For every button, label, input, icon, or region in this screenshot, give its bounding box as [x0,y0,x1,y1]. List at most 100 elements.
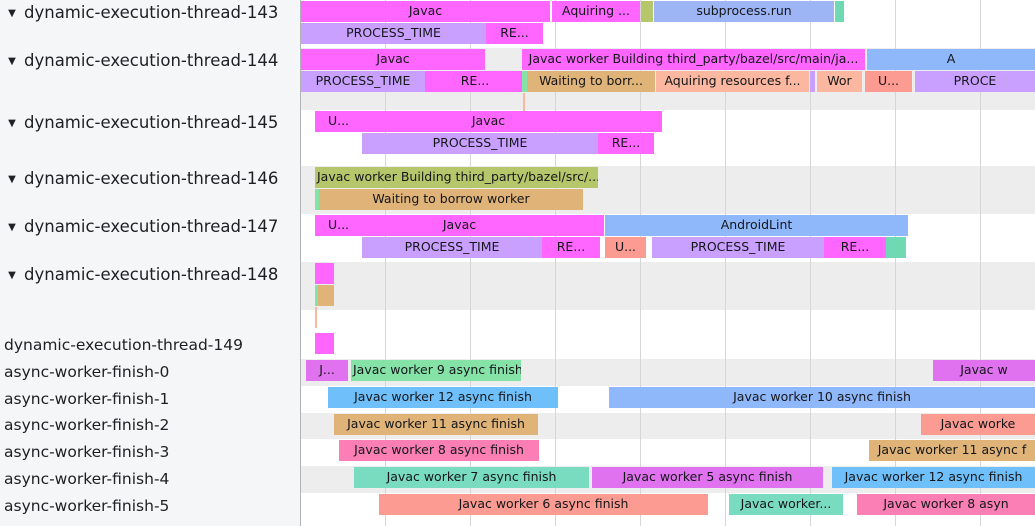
timeline-slice[interactable]: PROCE [915,71,1035,92]
slice-label: PROCESS_TIME [346,27,441,40]
timeline-slice[interactable]: J... [306,360,348,381]
slice-label: Javac worker... [740,498,832,511]
slice-label: Waiting to borr... [539,75,643,88]
timeline-slice[interactable] [810,71,815,92]
timeline-slice[interactable]: Javac worker... [729,494,843,515]
timeline-slice[interactable] [835,1,844,22]
chevron-down-icon[interactable]: ▼ [8,269,16,281]
timeline-slice[interactable]: Javac [301,49,485,70]
slice-label: U... [327,115,350,128]
timeline-slice[interactable] [886,237,906,258]
timeline-slice[interactable]: Javac worker 12 async finish [328,387,558,408]
timeline-slice[interactable]: Javac [301,1,550,22]
chevron-down-icon[interactable]: ▼ [8,117,16,129]
timeline-slice[interactable]: RE... [598,133,654,154]
timeline-slice[interactable]: Javac worker 12 async finish [832,467,1035,488]
chevron-down-icon[interactable]: ▼ [8,221,16,233]
timeline-slice[interactable]: Javac worker Building third_party/bazel/… [522,49,865,70]
slice-label: Javac [442,219,477,232]
timeline-slice[interactable]: AndroidLint [605,215,908,236]
track-label-async-worker-finish-2[interactable]: async-worker-finish-2 [0,413,300,439]
track-label-async-worker-finish-4[interactable]: async-worker-finish-4 [0,466,300,493]
timeline-slice[interactable]: Javac worke [921,414,1035,435]
timeline-slice[interactable]: Javac worker Building third_party/bazel/… [315,167,598,188]
track-label-dynamic-execution-thread-145[interactable]: ▼ dynamic-execution-thread-145 [0,110,300,137]
slice-label: Javac worker 5 async finish [622,471,793,484]
timeline-slice[interactable]: Javac worker 7 async finish [354,467,589,488]
timeline-slice[interactable] [315,263,334,284]
timeline-slice[interactable]: PROCESS_TIME [301,23,486,44]
timeline-slice[interactable]: Javac worker 9 async finish [351,360,521,381]
timeline-slice[interactable]: Javac [315,111,662,132]
track-label-dynamic-execution-thread-146[interactable]: ▼ dynamic-execution-thread-146 [0,166,300,193]
chevron-down-icon[interactable]: ▼ [8,55,16,67]
slice-label: RE... [556,241,586,254]
timeline-slice[interactable] [315,307,317,328]
timeline-slice[interactable] [315,333,334,354]
timeline-slice[interactable]: Javac worker 10 async finish [609,387,1035,408]
track-name-text: dynamic-execution-thread-146 [24,169,279,189]
timeline-slice[interactable]: Waiting to borr... [527,71,655,92]
timeline-slice[interactable]: Javac worker 8 async finish [339,440,539,461]
track-label-dynamic-execution-thread-147[interactable]: ▼ dynamic-execution-thread-147 [0,214,300,241]
track-label-async-worker-finish-5[interactable]: async-worker-finish-5 [0,493,300,520]
timeline-slice[interactable] [315,189,319,210]
timeline-slice[interactable]: PROCESS_TIME [301,71,425,92]
timeline-slice[interactable]: RE... [542,237,600,258]
timeline-slice[interactable]: PROCESS_TIME [652,237,824,258]
slice-label: PROCE [953,75,997,88]
timeline-slice[interactable] [641,1,653,22]
timeline-slice[interactable]: Javac worker 11 async finish [334,414,538,435]
slice-label: A [946,53,956,66]
chevron-down-icon[interactable]: ▼ [8,7,16,19]
slice-label: RE... [840,241,870,254]
timeline-slice[interactable]: U... [315,111,362,132]
track-name-text: dynamic-execution-thread-144 [24,51,279,71]
timeline-slice[interactable]: A [867,49,1035,70]
track-name-text: async-worker-finish-3 [4,442,170,461]
track-name-text: async-worker-finish-4 [4,469,170,488]
timeline-slice[interactable]: Javac worker 6 async finish [379,494,708,515]
track-name-text: dynamic-execution-thread-149 [4,335,243,354]
slice-label: Javac [408,5,443,18]
timeline-slice[interactable] [318,285,334,306]
timeline-slice[interactable] [315,285,318,306]
timeline-slice[interactable]: PROCESS_TIME [362,237,542,258]
timeline-slice[interactable]: RE... [425,71,525,92]
track-label-dynamic-execution-thread-144[interactable]: ▼ dynamic-execution-thread-144 [0,48,300,75]
timeline-slice[interactable] [522,71,527,92]
track-label-async-worker-finish-0[interactable]: async-worker-finish-0 [0,359,300,386]
timeline-slice[interactable]: PROCESS_TIME [362,133,598,154]
timeline-slice[interactable]: Javac w [933,360,1035,381]
row-band [301,262,1035,310]
timeline-slice[interactable]: Javac [315,215,604,236]
timeline-slice[interactable]: Wor [817,71,862,92]
track-label-dynamic-execution-thread-143[interactable]: ▼ dynamic-execution-thread-143 [0,0,300,27]
timeline-slice[interactable]: U... [605,237,646,258]
track-label-async-worker-finish-3[interactable]: async-worker-finish-3 [0,439,300,466]
timeline-slice[interactable]: subprocess.run [654,1,834,22]
timeline-canvas[interactable]: Javac Aquiring ... subprocess.run PROCESS_T… [301,0,1035,526]
timeline-slice[interactable]: Waiting to borrow worker [319,189,583,210]
timeline-slice[interactable]: RE... [486,23,543,44]
slice-label: Javac worker 8 asyn [883,498,1009,511]
timeline-slice[interactable]: Aquiring ... [552,1,640,22]
timeline-slice[interactable] [523,93,525,114]
slice-label: Javac worker 12 async finish [354,391,532,404]
timeline-slice[interactable]: Javac worker 11 async f [869,440,1035,461]
timeline-slice[interactable]: RE... [824,237,886,258]
timeline-gridline [555,0,556,526]
track-name-panel[interactable]: ▼ dynamic-execution-thread-143 ▼ dynamic-ex… [0,0,301,526]
timeline-slice[interactable]: U... [865,71,912,92]
timeline-slice[interactable]: U... [315,215,362,236]
chevron-down-icon[interactable]: ▼ [8,173,16,185]
track-label-async-worker-finish-1[interactable]: async-worker-finish-1 [0,386,300,413]
slice-label: Aquiring resources f... [664,75,801,88]
timeline-slice[interactable]: Javac worker 8 asyn [857,494,1035,515]
track-label-dynamic-execution-thread-149[interactable]: dynamic-execution-thread-149 [0,332,300,359]
timeline-slice[interactable]: Aquiring resources f... [656,71,809,92]
timeline-slice[interactable]: Javac worker 5 async finish [592,467,823,488]
track-label-dynamic-execution-thread-148[interactable]: ▼ dynamic-execution-thread-148 [0,262,300,289]
slice-label: Javac worker 7 async finish [386,471,557,484]
track-name-text: async-worker-finish-2 [4,416,170,435]
